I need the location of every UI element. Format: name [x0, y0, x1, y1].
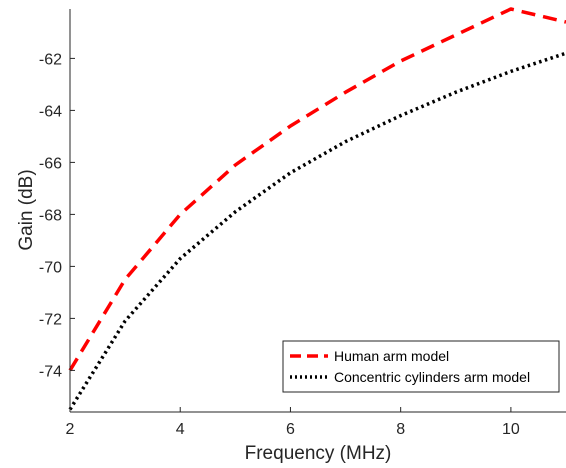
x-tick-label: 2	[66, 421, 75, 438]
y-tick-label: -62	[39, 51, 62, 68]
y-tick-label: -74	[39, 363, 62, 380]
x-tick-label: 10	[502, 421, 520, 438]
y-tick-label: -72	[39, 311, 62, 328]
x-axis-label: Frequency (MHz)	[245, 443, 392, 464]
y-tick-label: -68	[39, 207, 62, 224]
legend: Human arm model Concentric cylinders arm…	[283, 341, 559, 392]
legend-label-concentric-cylinders: Concentric cylinders arm model	[334, 369, 530, 385]
x-tick-label: 4	[176, 421, 185, 438]
y-axis-label: Gain (dB)	[16, 169, 37, 250]
y-tick-label: -64	[39, 103, 62, 120]
x-tick-label: 8	[396, 421, 405, 438]
y-tick-label: -70	[39, 259, 62, 276]
legend-label-human-arm: Human arm model	[334, 348, 449, 364]
y-tick-label: -66	[39, 155, 62, 172]
x-tick-label: 6	[286, 421, 295, 438]
